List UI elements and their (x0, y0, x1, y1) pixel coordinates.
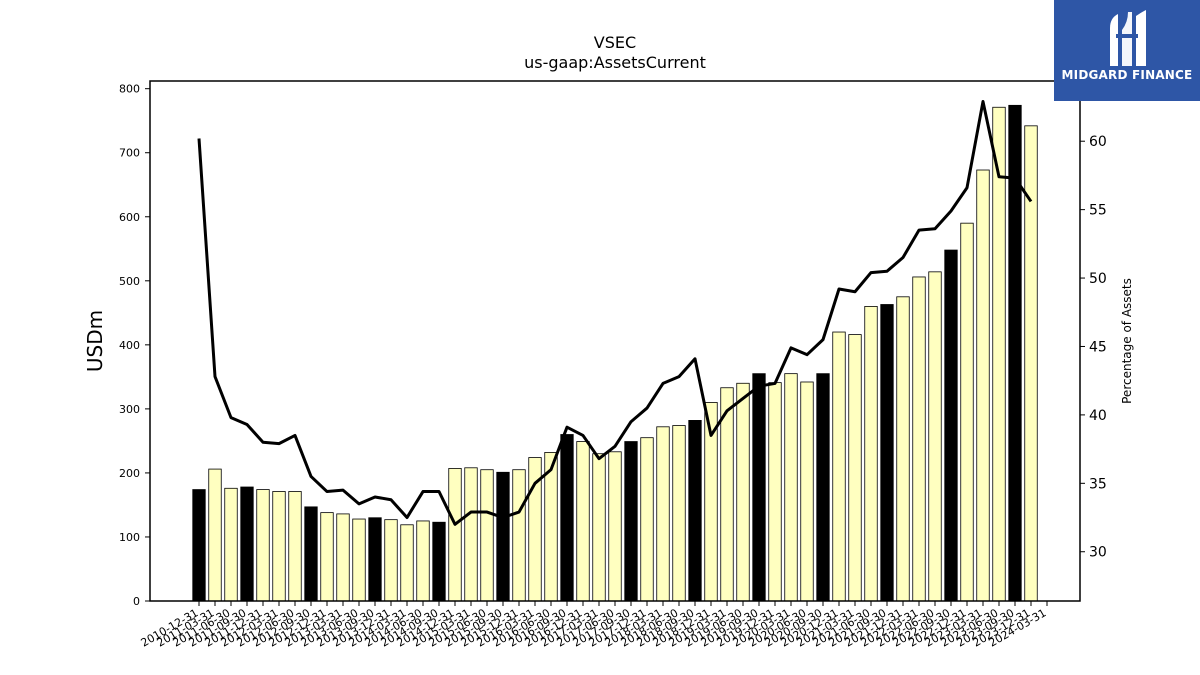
bar (496, 471, 510, 602)
bar (352, 518, 366, 602)
bar (464, 467, 478, 602)
y-axis-left: 0 100 200 300 400 500 600 700 800 (119, 83, 150, 608)
bar (208, 468, 222, 602)
y-tick-label: 800 (119, 83, 140, 96)
y-tick-label: 100 (119, 531, 140, 544)
y2-tick-label: 40 (1089, 408, 1107, 424)
y-tick-label: 200 (119, 467, 140, 480)
bar (944, 249, 958, 602)
bar (752, 373, 766, 602)
bar (848, 334, 862, 602)
bar (560, 434, 574, 602)
y-tick-label: 700 (119, 147, 140, 160)
bar (224, 487, 238, 602)
bar (608, 451, 622, 602)
bar (912, 276, 926, 602)
midgard-finance-logo: MIDGARD FINANCE (1054, 0, 1200, 101)
bar (288, 491, 302, 602)
bar (240, 486, 254, 602)
bar (592, 453, 606, 602)
bar (320, 512, 334, 602)
logo-text: MIDGARD FINANCE (1061, 68, 1193, 82)
y-tick-label: 500 (119, 275, 140, 288)
y2-tick-label: 60 (1089, 134, 1107, 150)
bar (928, 271, 942, 602)
bar (192, 489, 206, 602)
y2-axis-label: Percentage of Assets (1120, 278, 1134, 404)
bar (896, 296, 910, 602)
bar (672, 425, 686, 602)
y2-tick-label: 30 (1089, 545, 1107, 561)
bar (368, 517, 382, 602)
bar (976, 169, 990, 602)
bar (768, 382, 782, 602)
bar (480, 469, 494, 602)
line-layer (197, 100, 1033, 526)
bar (992, 106, 1006, 602)
bar (336, 513, 350, 602)
bar (624, 441, 638, 602)
y2-tick-label: 45 (1089, 339, 1107, 355)
y2-tick-label: 50 (1089, 271, 1107, 287)
bar (640, 437, 654, 602)
percentage-line (197, 100, 1033, 526)
bar (864, 306, 878, 602)
bar (400, 524, 414, 602)
bar (800, 381, 814, 602)
bar (832, 331, 846, 602)
bar (688, 420, 702, 602)
y-tick-label: 0 (133, 595, 140, 608)
bar (784, 373, 798, 602)
bar (512, 469, 526, 602)
bar (656, 426, 670, 602)
y-tick-label: 600 (119, 211, 140, 224)
bar (416, 520, 430, 602)
y-tick-label: 300 (119, 403, 140, 416)
y2-tick-label: 35 (1089, 476, 1107, 492)
bar (256, 489, 270, 602)
bar (448, 468, 462, 602)
bar (960, 222, 974, 602)
bars-layer (192, 104, 1038, 602)
bar (736, 382, 750, 602)
y-axis-right: 30 35 40 45 50 55 60 (1080, 134, 1107, 561)
bar (880, 304, 894, 602)
y-axis-label: USDm (83, 310, 107, 372)
bar (576, 441, 590, 602)
chart-title: VSEC (594, 33, 636, 52)
y-tick-label: 400 (119, 339, 140, 352)
y2-tick-label: 55 (1089, 203, 1107, 219)
bar (272, 491, 286, 602)
chart-subtitle: us-gaap:AssetsCurrent (524, 53, 706, 72)
x-axis: 2010-12-312011-03-312011-06-302011-09-30… (139, 601, 1049, 650)
bar (816, 373, 830, 602)
bar (432, 521, 446, 602)
bar (384, 519, 398, 602)
bar (304, 506, 318, 602)
logo-mark-icon (1110, 10, 1146, 66)
